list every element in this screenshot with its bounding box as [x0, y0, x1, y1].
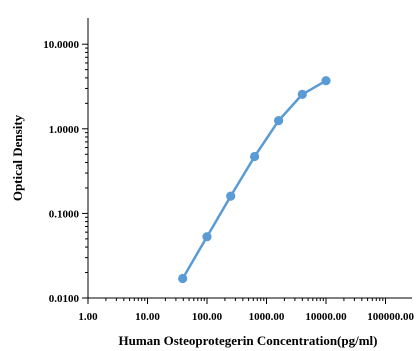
data-point: [202, 232, 212, 242]
y-tick-label: 0.0100: [49, 293, 80, 305]
y-axis-title: Optical Density: [10, 114, 25, 201]
y-tick-label: 1.0000: [49, 124, 80, 136]
x-tick-label: 10000.00: [305, 311, 347, 323]
x-tick-label: 100.00: [192, 311, 223, 323]
x-ticks: 1.00 10.00 100.00 1000.00 10000.00 100000.00: [78, 298, 415, 323]
x-tick-label: 10.00: [135, 311, 160, 323]
series-line: [181, 79, 328, 280]
data-point: [178, 273, 188, 284]
y-ticks: 0.0100 0.1000 1.0000 10.0000: [43, 39, 88, 305]
data-point: [226, 191, 236, 201]
data-point: [250, 151, 260, 162]
y-tick-label: 0.1000: [49, 208, 80, 220]
x-axis-title: Human Osteoprotegerin Concentration(pg/m…: [118, 333, 377, 348]
x-tick-label: 100000.00: [367, 311, 414, 323]
data-point: [297, 89, 307, 99]
data-point: [321, 76, 331, 86]
y-tick-label: 10.0000: [43, 39, 79, 51]
series-layer: [178, 76, 331, 284]
x-tick-label: 1.00: [78, 311, 98, 323]
x-tick-label: 1000.00: [249, 311, 285, 323]
data-point: [274, 116, 284, 126]
